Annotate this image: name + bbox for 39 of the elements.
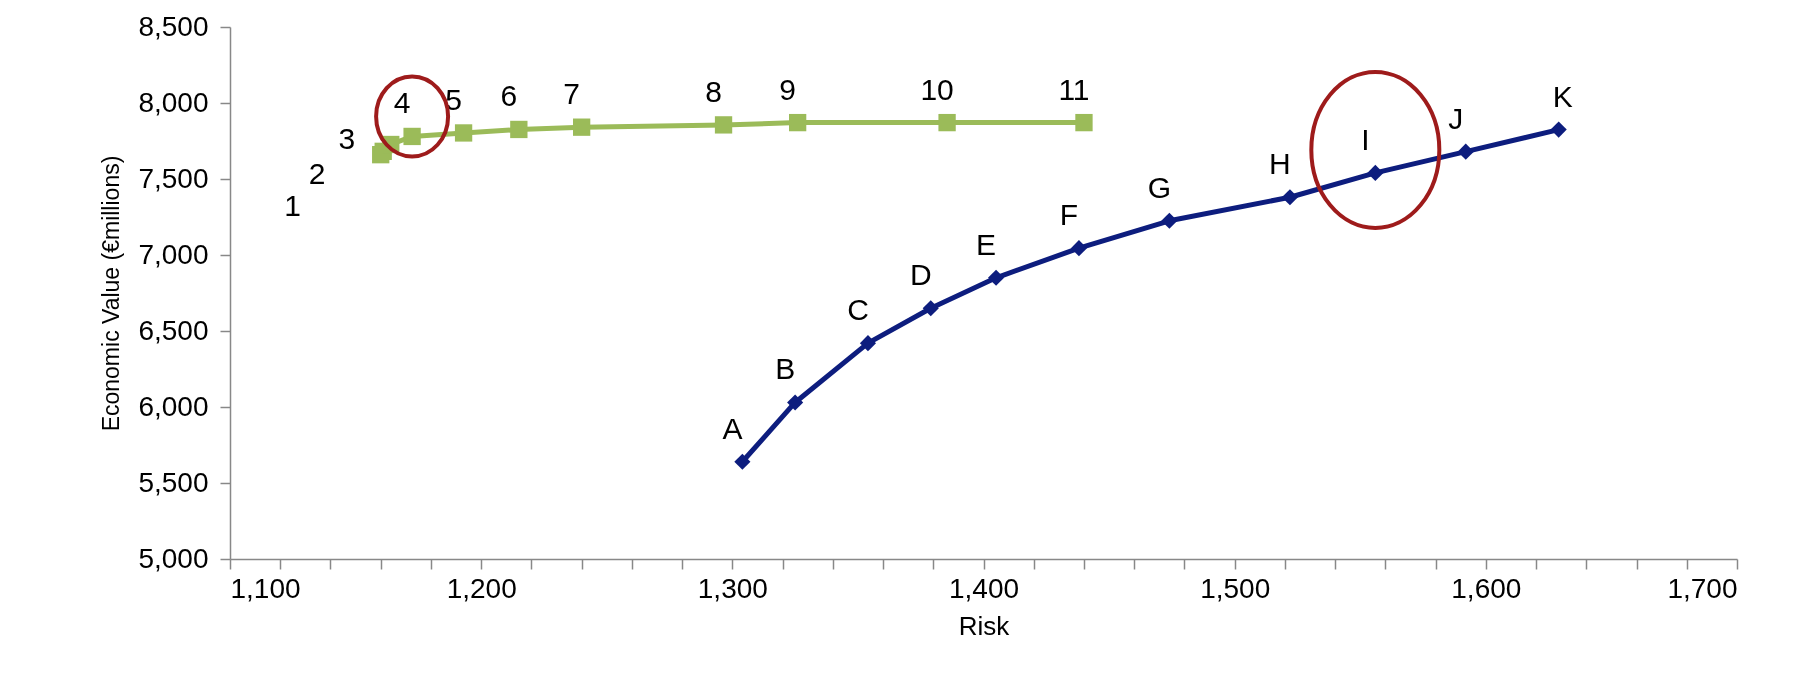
x-tick-label: 1,300 — [697, 572, 768, 604]
x-tick-label: 1,200 — [446, 572, 517, 604]
y-tick-label: 5,500 — [138, 466, 209, 498]
y-tick-label: 8,500 — [138, 10, 209, 42]
annotation: 4 — [393, 86, 411, 120]
annotation: H — [1269, 147, 1291, 181]
y-axis-title: Economic Value (€millions) — [98, 155, 125, 432]
y-tick-label: 7,500 — [138, 162, 209, 194]
annotation: 11 — [1058, 72, 1090, 106]
y-tick-label: 5,000 — [138, 542, 209, 574]
x-tick-label: 1,100 — [230, 572, 301, 604]
annotation: D — [909, 258, 932, 292]
annotation: 2 — [308, 157, 326, 191]
annotation: 6 — [500, 79, 518, 113]
annotation: 9 — [779, 72, 796, 106]
annotation: A — [722, 411, 743, 445]
x-tick-label: 1,700 — [1667, 572, 1738, 604]
annotation: 10 — [920, 72, 954, 106]
y-tick-label: 7,000 — [138, 238, 209, 270]
annotation: I — [1361, 122, 1370, 156]
y-tick-label: 6,000 — [138, 390, 209, 422]
annotation: B — [775, 352, 796, 386]
annotation: C — [847, 293, 869, 327]
x-tick-label: 1,500 — [1200, 572, 1271, 604]
annotation: F — [1059, 198, 1079, 232]
annotation: 7 — [563, 77, 580, 111]
annotation: G — [1147, 170, 1172, 204]
x-tick-label: 1,600 — [1451, 572, 1522, 604]
annotation: 3 — [338, 122, 356, 156]
x-tick-label: 1,400 — [948, 572, 1020, 604]
annotation: 8 — [705, 74, 722, 108]
x-axis-title: Risk — [958, 610, 1011, 641]
annotation: 5 — [445, 82, 462, 116]
y-tick-label: 8,000 — [138, 86, 209, 118]
annotation: E — [976, 227, 997, 261]
annotation: J — [1448, 101, 1464, 135]
annotation: K — [1552, 79, 1573, 113]
annotation: 1 — [284, 188, 302, 222]
y-tick-label: 6,500 — [138, 314, 209, 346]
